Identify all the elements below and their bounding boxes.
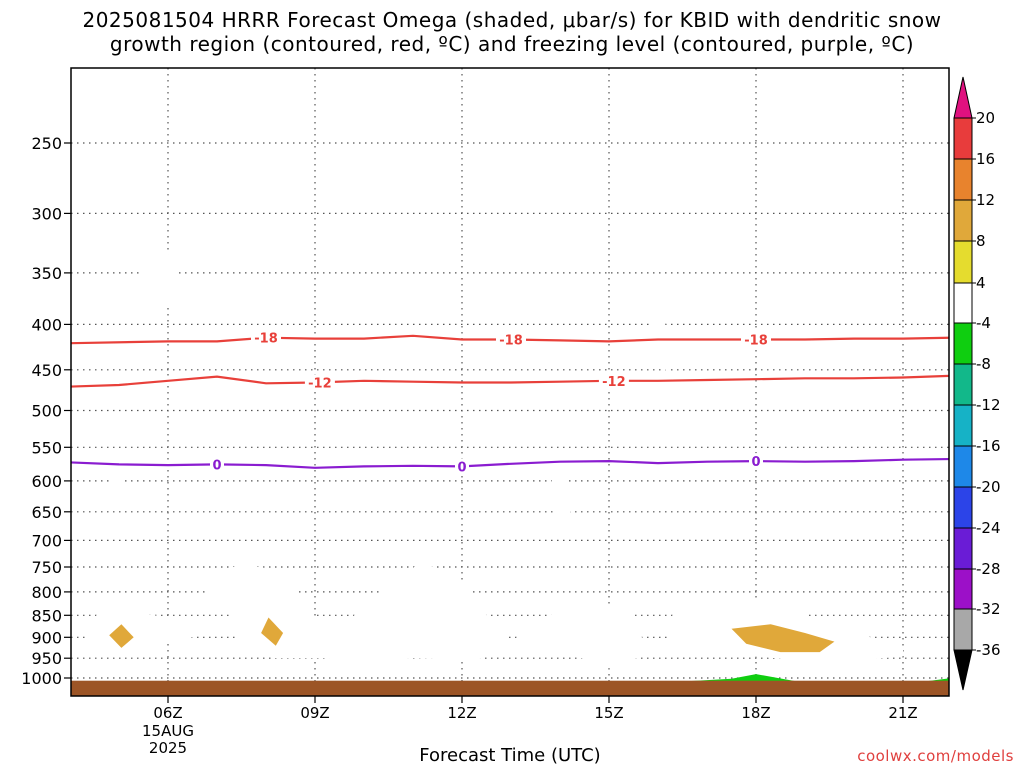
colorbar-bin (953, 486, 973, 529)
plot-frame (70, 67, 950, 697)
y-tick-label: 800 (31, 583, 62, 602)
contour-lines: -18 -18 -18 -12 -12 0 0 0 (71, 329, 949, 475)
contour-label: 0 (457, 460, 466, 475)
colorbar-over-arrow (953, 76, 973, 119)
colorbar-bin (953, 608, 973, 651)
x-tick-date-label: 2025 (149, 739, 187, 757)
colorbar-label: 20 (976, 109, 995, 127)
colorbar-label: 12 (976, 191, 995, 209)
colorbar-bin (953, 363, 973, 406)
terrain-layer (71, 680, 949, 696)
omega-region (545, 466, 575, 527)
contour-label: -18 (744, 334, 768, 349)
colorbar-label: -4 (976, 314, 991, 332)
y-tick-label: 550 (31, 438, 62, 457)
colorbar-bin (953, 158, 973, 201)
contour-line (71, 374, 949, 388)
colorbar-label: 8 (976, 232, 986, 250)
x-tick-date-label: 15AUG (142, 722, 194, 740)
omega-region (109, 624, 134, 648)
colorbar-bin (953, 240, 973, 284)
contour-label-bg (304, 374, 335, 391)
x-tick-label: 18Z (741, 704, 770, 722)
colorbar-under-arrow (953, 649, 973, 691)
colorbar-label: -36 (976, 641, 1001, 659)
colorbar: 20 16 12 8 4 -4 -8 -12 -16 -20 -24 -28 -32 -36 (953, 76, 1001, 691)
colorbar-label: -28 (976, 560, 1001, 578)
contour-label: 0 (751, 455, 760, 470)
omega-region (108, 454, 122, 499)
contour-label: -18 (499, 334, 523, 349)
omega-region (261, 617, 284, 646)
contour-label-bg (210, 456, 224, 473)
y-tick-label: 850 (31, 606, 62, 625)
site-credit: coolwx.com/models (857, 747, 1014, 765)
colorbar-bin (953, 404, 973, 447)
terrain-ground (71, 680, 949, 696)
omega-region (138, 219, 188, 307)
y-tick-label: 1000 (21, 669, 62, 688)
y-tick-label: 300 (31, 204, 62, 223)
colorbar-label: -16 (976, 437, 1001, 455)
x-tick-label: 09Z (300, 704, 329, 722)
contour-label: -12 (308, 376, 332, 391)
y-tick-label: 650 (31, 503, 62, 522)
y-tick-label: 900 (31, 628, 62, 647)
y-tick-label: 950 (31, 649, 62, 668)
contour-label-bg (741, 331, 771, 348)
contour-label-bg (251, 329, 281, 346)
colorbar-bin (953, 199, 973, 242)
x-tick-label: 06Z (153, 704, 182, 722)
y-tick-label: 700 (31, 531, 62, 550)
contour-label-bg (598, 372, 629, 389)
y-axis-ticks: 250 300 350 400 450 500 550 600 650 700 750 800 850 9… (21, 134, 71, 688)
contour-label: -12 (602, 375, 626, 390)
colorbar-bin (953, 322, 973, 365)
chart-title: 2025081504 HRRR Forecast Omega (shaded, … (0, 8, 1024, 56)
contour-label: 0 (212, 458, 221, 473)
colorbar-label: -20 (976, 478, 1001, 496)
omega-region (207, 561, 649, 669)
colorbar-bin (953, 445, 973, 488)
y-tick-label: 350 (31, 264, 62, 283)
x-axis-label: Forecast Time (UTC) (419, 745, 601, 766)
title-line-2: growth region (contoured, red, ºC) and f… (109, 32, 915, 56)
x-tick-label: 15Z (594, 704, 623, 722)
colorbar-bin (953, 527, 973, 570)
y-tick-label: 750 (31, 558, 62, 577)
omega-region (84, 610, 193, 655)
gridlines (71, 68, 949, 696)
y-tick-label: 500 (31, 402, 62, 421)
y-tick-label: 600 (31, 472, 62, 491)
y-tick-label: 400 (31, 315, 62, 334)
x-tick-label: 12Z (447, 704, 476, 722)
colorbar-bin (953, 117, 973, 160)
contour-label-bg (455, 458, 469, 475)
colorbar-label: 4 (976, 274, 986, 292)
contour-label-bg (749, 453, 763, 470)
x-tick-label: 21Z (888, 704, 917, 722)
colorbar-label: -32 (976, 600, 1001, 618)
y-tick-label: 450 (31, 361, 62, 380)
colorbar-bin (953, 282, 973, 324)
y-tick-label: 250 (31, 134, 62, 153)
colorbar-label: -8 (976, 355, 991, 373)
contour-label: -18 (254, 332, 278, 347)
title-line-1: 2025081504 HRRR Forecast Omega (shaded, … (82, 8, 942, 32)
colorbar-bin (953, 568, 973, 610)
contour-label-bg (496, 331, 526, 348)
omega-region (650, 297, 668, 375)
colorbar-label: 16 (976, 150, 995, 168)
colorbar-label: -24 (976, 519, 1001, 537)
colorbar-label: -12 (976, 396, 1001, 414)
omega-region (731, 624, 835, 653)
